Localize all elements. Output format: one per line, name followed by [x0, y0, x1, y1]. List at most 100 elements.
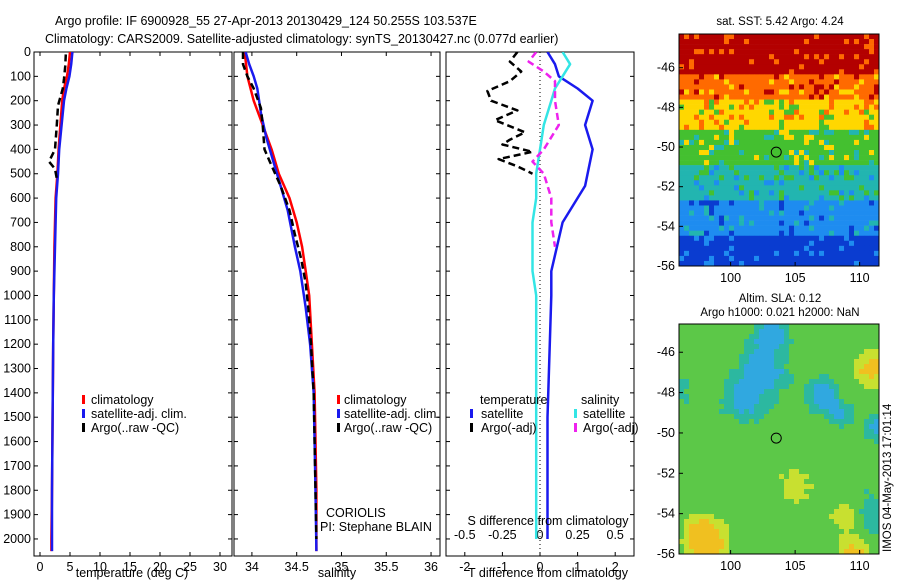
sla-cell [829, 399, 835, 405]
sst-cell [689, 160, 695, 166]
sla-cell [859, 359, 865, 365]
sst-cell [759, 165, 765, 171]
sla-cell [849, 474, 855, 480]
sla-cell [729, 479, 735, 485]
sla-cell [779, 474, 785, 480]
sla-cell [679, 324, 685, 330]
sla-cell [814, 349, 820, 355]
sla-cell [744, 539, 750, 545]
sst-cell [679, 210, 685, 216]
sst-cell [764, 205, 770, 211]
sla-cell [679, 384, 685, 390]
sla-cell [864, 459, 870, 465]
sst-cell [854, 119, 860, 126]
sla-cell [839, 424, 845, 430]
legend-label-sal-satellite: satellite [583, 407, 625, 421]
sla-cell [864, 544, 870, 550]
sst-cell [789, 220, 795, 226]
sst-cell [709, 69, 715, 75]
sst-cell [794, 170, 800, 176]
sla-cell [679, 349, 685, 355]
sst-cell [824, 245, 830, 252]
sst-cell [714, 230, 720, 237]
sla-cell [689, 354, 695, 360]
sst-cell [724, 34, 730, 40]
sst-cell [759, 99, 765, 105]
sst-cell [759, 210, 765, 216]
sla-cell [844, 549, 850, 554]
sla-cell [874, 469, 879, 475]
sla-cell [769, 429, 775, 435]
sst-cell [679, 74, 685, 80]
sla-cell [869, 384, 875, 390]
sst-cell [864, 200, 870, 206]
sla-cell [864, 499, 870, 505]
sst-cell [874, 215, 879, 221]
sla-cell [734, 444, 740, 450]
sla-cell [859, 459, 865, 465]
sst-cell [834, 210, 840, 216]
sla-cell [749, 424, 755, 430]
sst-cell [704, 210, 710, 216]
sla-cell [764, 404, 770, 410]
sst-cell [709, 34, 715, 40]
sst-cell [784, 54, 790, 60]
sst-cell [709, 74, 715, 80]
sla-cell [749, 379, 755, 385]
sst-cell [704, 160, 710, 166]
sst-cell [764, 99, 770, 105]
sst-cell [849, 129, 855, 136]
sst-cell [809, 64, 815, 70]
sla-cell [834, 369, 840, 375]
sla-cell [854, 449, 860, 455]
sla-cell [839, 384, 845, 390]
sla-cell [864, 344, 870, 350]
sla-cell [734, 504, 740, 510]
sla-cell [679, 344, 685, 350]
sst-cell [749, 129, 755, 136]
sla-cell [734, 524, 740, 530]
sst-cell [759, 44, 765, 50]
x-tick-label: 30 [213, 560, 227, 574]
sst-cell [789, 200, 795, 206]
sst-cell [819, 195, 825, 201]
sla-cell [754, 454, 760, 460]
sla-cell [749, 434, 755, 440]
sla-cell [834, 529, 840, 535]
sla-cell [754, 424, 760, 430]
sla-cell [859, 504, 865, 510]
sst-cell [784, 200, 790, 206]
sla-cell [689, 529, 695, 535]
sla-cell [749, 444, 755, 450]
sla-cell [679, 479, 685, 485]
sst-cell [834, 84, 840, 90]
sst-cell [749, 205, 755, 211]
sst-cell [854, 150, 860, 156]
sst-cell [869, 240, 875, 247]
legend-swatch-sal-argo [574, 423, 577, 432]
sst-cell [809, 175, 815, 181]
sst-cell [739, 240, 745, 247]
sst-cell [814, 119, 820, 126]
sla-cell [839, 354, 845, 360]
sla-cell [869, 524, 875, 530]
sst-cell [859, 94, 865, 100]
sla-cell [724, 444, 730, 450]
sst-cell [804, 255, 810, 262]
sla-cell [844, 419, 850, 425]
sst-cell [684, 64, 690, 70]
sst-cell [779, 185, 785, 191]
sst-cell [764, 225, 770, 231]
sst-cell [704, 180, 710, 186]
sla-cell [714, 499, 720, 505]
sla-cell [804, 534, 810, 540]
sst-cell [734, 165, 740, 171]
sla-cell [769, 459, 775, 465]
sla-cell [819, 509, 825, 515]
sst-cell [809, 104, 815, 110]
sst-cell [764, 84, 770, 90]
sla-cell [764, 529, 770, 535]
sst-cell [684, 180, 690, 186]
sla-cell [684, 454, 690, 460]
sst-cell [734, 114, 740, 121]
